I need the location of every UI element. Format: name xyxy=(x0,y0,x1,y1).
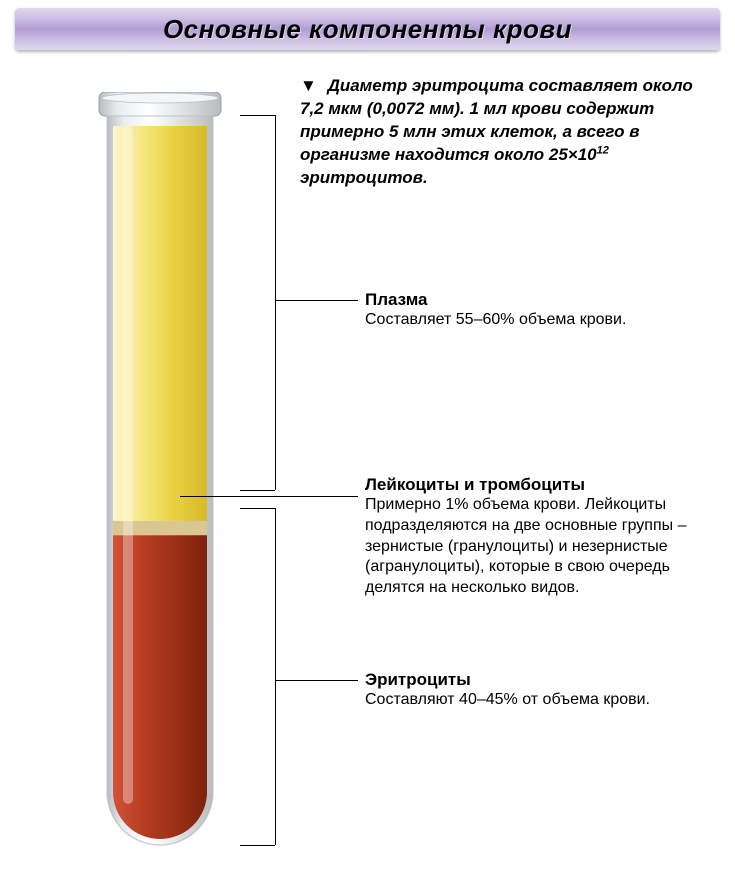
buffy-label-body: Примерно 1% объема крови. Лейкоциты подр… xyxy=(365,495,710,599)
plasma-bracket-side xyxy=(275,115,276,490)
plasma-bracket-top xyxy=(240,115,275,116)
rbc-bracket-top xyxy=(240,508,275,509)
plasma-leader xyxy=(275,300,358,301)
rbc-label-body: Составляют 40–45% от объема крови. xyxy=(365,690,705,711)
labels-layer: ПлазмаСоставляет 55–60% объема крови. Лей… xyxy=(0,0,735,889)
rbc-label: ЭритроцитыСоставляют 40–45% от объема кр… xyxy=(365,670,705,711)
buffy-label-title: Лейкоциты и тромбоциты xyxy=(365,475,710,495)
rbc-bracket-side xyxy=(275,508,276,845)
plasma-label-body: Составляет 55–60% объема крови. xyxy=(365,310,705,331)
plasma-bracket-bottom xyxy=(240,490,275,491)
plasma-label: ПлазмаСоставляет 55–60% объема крови. xyxy=(365,290,705,331)
rbc-bracket-bottom xyxy=(240,845,275,846)
rbc-label-title: Эритроциты xyxy=(365,670,705,690)
rbc-leader xyxy=(275,680,358,681)
plasma-label-title: Плазма xyxy=(365,290,705,310)
buffy-label: Лейкоциты и тромбоцитыПримерно 1% объема… xyxy=(365,475,710,599)
buffy-leader xyxy=(180,496,358,497)
